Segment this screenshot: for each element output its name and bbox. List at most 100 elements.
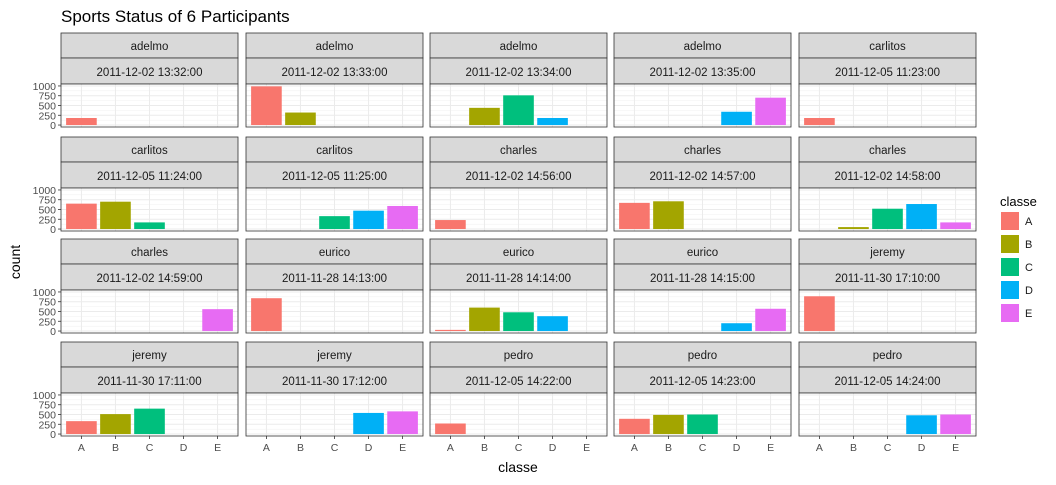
facet-strip-time — [798, 366, 977, 394]
bar-C — [503, 312, 534, 332]
bar-D — [906, 204, 937, 230]
x-tick-label: B — [665, 442, 672, 454]
bar-A — [251, 298, 282, 332]
facet-time-label: 2011-12-02 14:58:00 — [835, 171, 941, 183]
facet-strip-user — [245, 32, 424, 59]
x-tick-label: C — [515, 442, 523, 454]
facet-strip-time — [60, 57, 239, 85]
legend-title: classe — [1000, 194, 1037, 209]
bar-B — [100, 201, 131, 230]
facet-strip-time — [429, 263, 608, 291]
x-tick-label: E — [399, 442, 406, 454]
bar-A — [435, 220, 466, 230]
facet-time-label: 2011-12-02 14:59:00 — [97, 273, 203, 285]
facet-user-label: adelmo — [500, 41, 538, 53]
bar-C — [134, 408, 165, 435]
facet-strip-time — [429, 161, 608, 189]
bar-E — [940, 414, 971, 435]
facet-panel: jeremy 2011-11-30 17:10:00 — [798, 238, 977, 334]
y-tick-label: 250 — [38, 110, 56, 122]
x-tick-label: E — [583, 442, 590, 454]
facet-user-label: adelmo — [684, 41, 722, 53]
bar-E — [755, 308, 786, 332]
facet-time-label: 2011-12-02 14:56:00 — [466, 171, 572, 183]
bar-E — [202, 309, 233, 332]
bar-C — [687, 414, 718, 435]
facet-panel: carlitos 2011-12-05 11:25:00 — [245, 136, 424, 232]
facet-panel-border — [613, 187, 792, 232]
facet-panel-border — [429, 289, 608, 334]
x-tick-label: A — [78, 442, 85, 454]
facet-strip-user — [798, 341, 977, 368]
facet-time-label: 2011-11-28 14:14:00 — [466, 273, 571, 285]
bar-B — [653, 414, 684, 435]
facet-strip-time — [613, 161, 792, 189]
facet-user-label: jeremy — [131, 350, 167, 362]
bar-D — [353, 412, 384, 435]
bar-D — [537, 118, 568, 126]
y-tick-label: 250 — [38, 214, 56, 226]
legend-swatch-C — [1001, 258, 1019, 276]
legend-swatch-D — [1001, 281, 1019, 299]
legend-swatch-A — [1001, 212, 1019, 230]
facet-strip-user — [245, 136, 424, 163]
y-tick-label: 500 — [38, 410, 56, 422]
facet-user-label: carlitos — [131, 145, 168, 157]
facet-user-label: carlitos — [869, 41, 906, 53]
facet-panel: adelmo 2011-12-02 13:33:00 — [245, 32, 424, 128]
legend-label-C: C — [1025, 262, 1033, 274]
facet-strip-user — [429, 32, 608, 59]
bar-D — [721, 111, 752, 126]
x-tick-label: B — [850, 442, 857, 454]
facet-user-label: charles — [131, 247, 168, 259]
facet-panel: charles 2011-12-02 14:56:00 — [429, 136, 608, 232]
legend-label-B: B — [1025, 239, 1032, 251]
facet-panel-border — [798, 83, 977, 128]
facet-user-label: pedro — [504, 350, 533, 362]
chart-title: Sports Status of 6 Participants — [61, 7, 290, 26]
bar-A — [66, 203, 97, 230]
bar-A — [619, 418, 650, 435]
facet-panel-border — [245, 83, 424, 128]
facet-user-label: pedro — [688, 350, 717, 362]
facet-strip-user — [798, 238, 977, 265]
y-tick-label: 0 — [50, 224, 56, 236]
facet-user-label: adelmo — [316, 41, 354, 53]
y-axis-label: count — [7, 245, 23, 279]
facet-panel-border — [245, 289, 424, 334]
facet-strip-user — [245, 341, 424, 368]
legend-label-A: A — [1025, 216, 1033, 228]
facet-time-label: 2011-12-02 13:33:00 — [282, 67, 388, 79]
facet-panel: charles 2011-12-02 14:58:00 — [798, 136, 977, 232]
x-tick-label: E — [767, 442, 774, 454]
facet-panel: pedro 2011-12-05 14:23:00 A B C D E — [613, 341, 792, 454]
legend-swatch-B — [1001, 235, 1019, 253]
y-tick-label: 1000 — [33, 185, 57, 197]
facet-panel: adelmo 2011-12-02 13:34:00 — [429, 32, 608, 128]
facet-strip-user — [60, 32, 239, 59]
x-tick-label: B — [481, 442, 488, 454]
bar-A — [435, 329, 466, 332]
facet-strip-user — [613, 136, 792, 163]
y-tick-label: 500 — [38, 307, 56, 319]
facet-panel: eurico 2011-11-28 14:13:00 — [245, 238, 424, 334]
facet-user-label: eurico — [687, 247, 718, 259]
facet-time-label: 2011-12-05 11:25:00 — [282, 171, 387, 183]
y-tick-label: 1000 — [33, 390, 57, 402]
facet-user-label: carlitos — [316, 145, 353, 157]
x-tick-label: D — [365, 442, 373, 454]
facet-user-label: jeremy — [869, 247, 905, 259]
facet-user-label: charles — [500, 145, 537, 157]
facet-strip-user — [60, 341, 239, 368]
facet-strip-time — [245, 263, 424, 291]
bar-A — [804, 118, 835, 126]
bar-B — [285, 112, 316, 126]
facet-time-label: 2011-12-05 11:24:00 — [97, 171, 202, 183]
facet-strip-time — [613, 366, 792, 394]
facet-panel-border — [613, 289, 792, 334]
facet-time-label: 2011-12-02 13:35:00 — [650, 67, 756, 79]
x-tick-label: D — [918, 442, 926, 454]
facet-time-label: 2011-12-05 14:22:00 — [466, 376, 572, 388]
